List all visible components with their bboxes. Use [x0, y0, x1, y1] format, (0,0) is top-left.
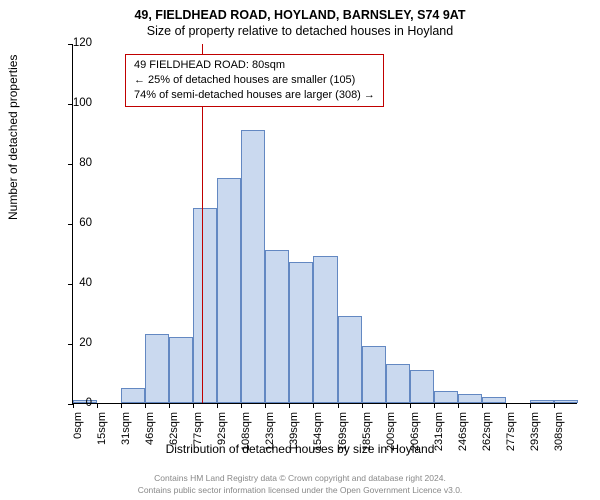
xtick-mark — [97, 403, 98, 408]
histogram-bar — [554, 400, 578, 403]
xtick-label: 154sqm — [312, 412, 324, 454]
xtick-label: 200sqm — [385, 412, 397, 454]
y-axis-label: Number of detached properties — [6, 55, 20, 220]
xtick-label: 31sqm — [120, 412, 132, 454]
xtick-mark — [554, 403, 555, 408]
histogram-bar — [289, 262, 313, 403]
xtick-label: 46sqm — [144, 412, 156, 454]
annotation-line1: 49 FIELDHEAD ROAD: 80sqm — [134, 58, 375, 73]
footer: Contains HM Land Registry data © Crown c… — [0, 473, 600, 496]
xtick-label: 92sqm — [216, 412, 228, 454]
xtick-label: 206sqm — [409, 412, 421, 454]
footer-line1: Contains HM Land Registry data © Crown c… — [0, 473, 600, 484]
xtick-label: 246sqm — [457, 412, 469, 454]
xtick-mark — [217, 403, 218, 408]
histogram-bar — [121, 388, 145, 403]
ytick-label: 20 — [62, 337, 92, 349]
xtick-label: 231sqm — [433, 412, 445, 454]
histogram-bar — [217, 178, 241, 403]
xtick-mark — [121, 403, 122, 408]
histogram-bar — [362, 346, 386, 403]
xtick-mark — [434, 403, 435, 408]
xtick-label: 262sqm — [481, 412, 493, 454]
histogram-bar — [482, 397, 506, 403]
ytick-label: 80 — [62, 157, 92, 169]
xtick-label: 185sqm — [361, 412, 373, 454]
ytick-label: 100 — [62, 97, 92, 109]
xtick-label: 77sqm — [192, 412, 204, 454]
histogram-bar — [338, 316, 362, 403]
annotation-line3: 74% of semi-detached houses are larger (… — [134, 88, 375, 103]
xtick-label: 0sqm — [72, 412, 84, 454]
histogram-bar — [410, 370, 434, 403]
xtick-label: 15sqm — [96, 412, 108, 454]
xtick-mark — [506, 403, 507, 408]
title-main: 49, FIELDHEAD ROAD, HOYLAND, BARNSLEY, S… — [0, 8, 600, 22]
ytick-label: 40 — [62, 277, 92, 289]
histogram-bar — [241, 130, 265, 403]
annotation-line2: ← 25% of detached houses are smaller (10… — [134, 73, 375, 88]
ytick-label: 0 — [62, 397, 92, 409]
xtick-label: 123sqm — [264, 412, 276, 454]
histogram-bar — [386, 364, 410, 403]
ytick-label: 120 — [62, 37, 92, 49]
xtick-mark — [338, 403, 339, 408]
xtick-label: 169sqm — [337, 412, 349, 454]
histogram-bar — [313, 256, 337, 403]
xtick-mark — [386, 403, 387, 408]
xtick-label: 308sqm — [553, 412, 565, 454]
histogram-bar — [265, 250, 289, 403]
histogram-bar — [434, 391, 458, 403]
xtick-mark — [410, 403, 411, 408]
xtick-label: 293sqm — [529, 412, 541, 454]
xtick-mark — [458, 403, 459, 408]
xtick-mark — [313, 403, 314, 408]
histogram-bar — [193, 208, 217, 403]
xtick-mark — [145, 403, 146, 408]
xtick-mark — [482, 403, 483, 408]
xtick-label: 139sqm — [288, 412, 300, 454]
ytick-label: 60 — [62, 217, 92, 229]
xtick-mark — [265, 403, 266, 408]
xtick-label: 277sqm — [505, 412, 517, 454]
histogram-bar — [458, 394, 482, 403]
xtick-mark — [241, 403, 242, 408]
histogram-bar — [169, 337, 193, 403]
xtick-mark — [289, 403, 290, 408]
annotation-box: 49 FIELDHEAD ROAD: 80sqm ← 25% of detach… — [125, 54, 384, 107]
xtick-label: 62sqm — [168, 412, 180, 454]
xtick-mark — [530, 403, 531, 408]
xtick-mark — [193, 403, 194, 408]
title-sub: Size of property relative to detached ho… — [0, 24, 600, 38]
histogram-bar — [145, 334, 169, 403]
xtick-label: 108sqm — [240, 412, 252, 454]
footer-line2: Contains public sector information licen… — [0, 485, 600, 496]
xtick-mark — [169, 403, 170, 408]
xtick-mark — [362, 403, 363, 408]
histogram-bar — [530, 400, 554, 403]
